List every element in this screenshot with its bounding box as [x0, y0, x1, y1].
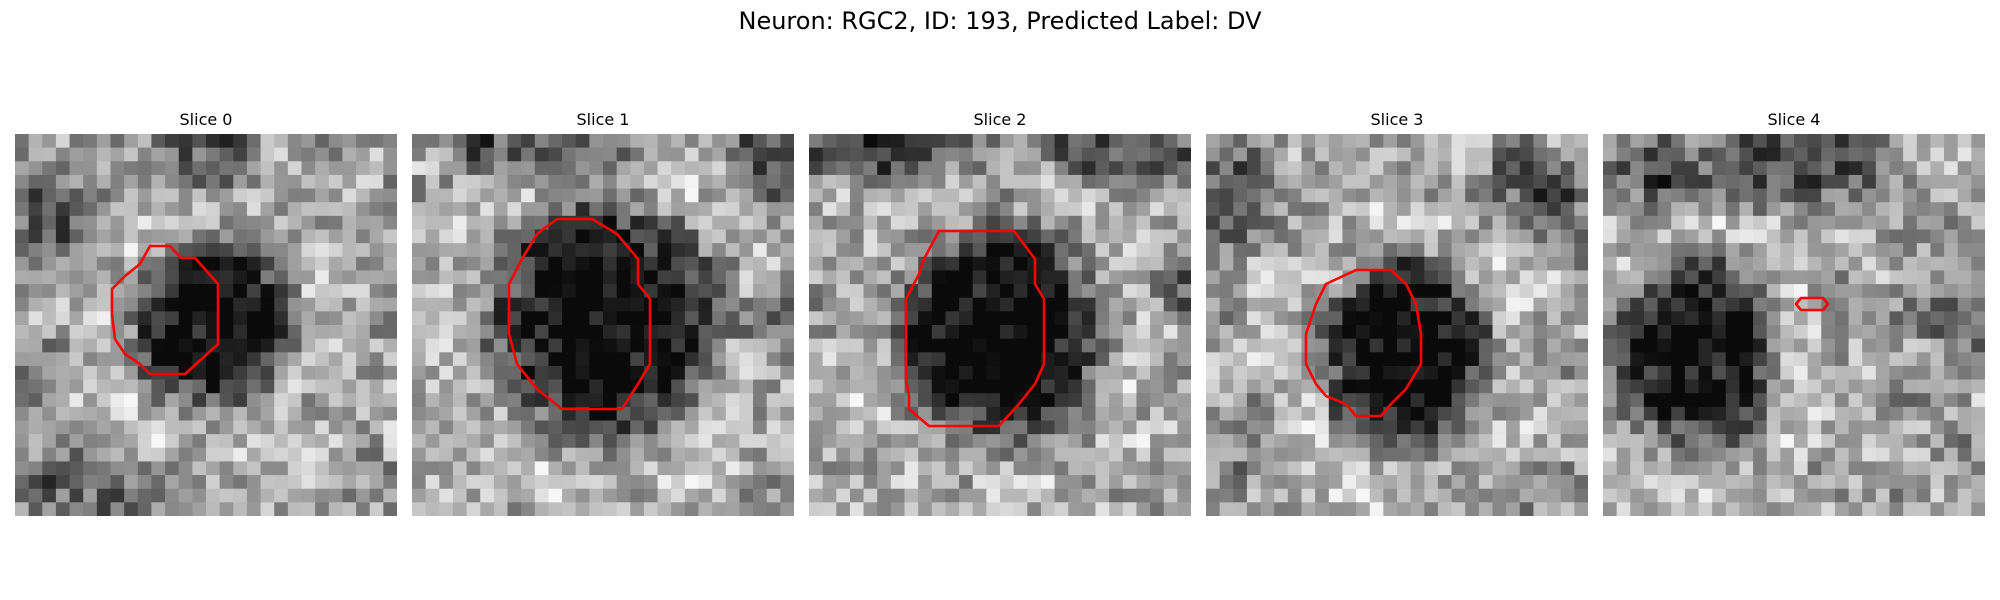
slice-image-3 [1206, 134, 1588, 516]
slice-pixels [1603, 134, 1985, 516]
slice-pixels [15, 134, 397, 516]
figure-title: Neuron: RGC2, ID: 193, Predicted Label: … [738, 7, 1262, 35]
roi-contour [110, 244, 220, 376]
slice-image-2 [809, 134, 1191, 516]
slice-title-2: Slice 2 [973, 110, 1027, 129]
slice-pixels [809, 134, 1191, 516]
slice-title-3: Slice 3 [1370, 110, 1424, 129]
roi-contour [904, 229, 1046, 428]
slice-title-1: Slice 1 [576, 110, 630, 129]
slice-pixels [1206, 134, 1588, 516]
slice-pixels [412, 134, 794, 516]
roi-contour [507, 217, 652, 411]
roi-contour [1304, 268, 1423, 418]
slice-image-1 [412, 134, 794, 516]
slice-title-4: Slice 4 [1767, 110, 1821, 129]
slice-image-4 [1603, 134, 1985, 516]
slice-image-0 [15, 134, 397, 516]
slice-title-0: Slice 0 [179, 110, 233, 129]
roi-contour [1794, 296, 1830, 312]
